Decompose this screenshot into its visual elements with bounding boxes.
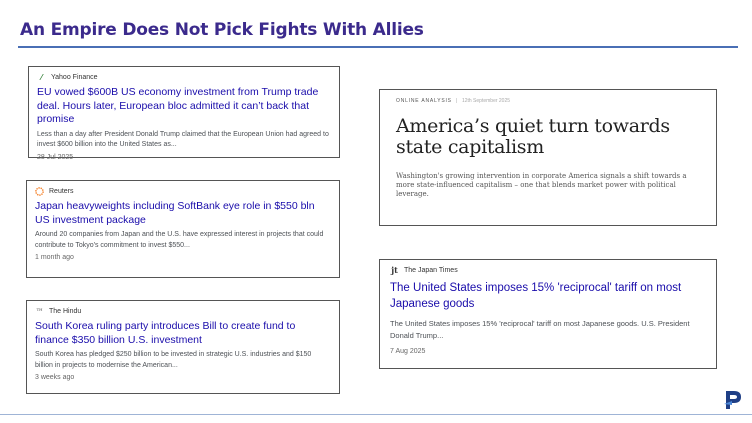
feature-subhead: Washington's growing intervention in cor…: [396, 172, 687, 198]
source-name: Reuters: [49, 188, 74, 195]
footer-divider: [0, 414, 752, 415]
source-row: ᵀᴴ The Hindu: [35, 307, 331, 316]
feature-headline[interactable]: America’s quiet turn towards state capit…: [396, 115, 670, 158]
source-name: The Japan Times: [404, 267, 458, 274]
snippet: South Korea has pledged $250 billion to …: [35, 351, 312, 369]
source-name: The Hindu: [49, 308, 82, 315]
section-label: ONLINE ANALYSIS: [396, 98, 452, 104]
headline-link[interactable]: Japan heavyweights including SoftBank ey…: [35, 200, 315, 226]
snippet: Less than a day after President Donald T…: [37, 130, 329, 149]
the-hindu-icon: ᵀᴴ: [36, 308, 43, 315]
reuters-icon: [35, 187, 44, 196]
news-card-japantimes[interactable]: jt The Japan Times The United States imp…: [379, 259, 717, 369]
news-card-reuters[interactable]: Reuters Japan heavyweights including Sof…: [26, 180, 340, 278]
yahoo-finance-icon: ⁄: [40, 73, 43, 82]
timestamp: 3 weeks ago: [35, 374, 75, 381]
headline-link[interactable]: The United States imposes 15% 'reciproca…: [390, 282, 682, 310]
title-divider: [18, 46, 738, 48]
source-row: jt The Japan Times: [390, 266, 706, 275]
company-logo-icon: [723, 389, 743, 411]
snippet: Around 20 companies from Japan and the U…: [35, 231, 324, 249]
slide-title: An Empire Does Not Pick Fights With Alli…: [20, 20, 424, 40]
source-row: ⁄ Yahoo Finance: [37, 73, 331, 82]
timestamp: 7 Aug 2025: [390, 348, 426, 355]
source-row: Reuters: [35, 187, 331, 196]
japan-times-icon: jt: [391, 265, 398, 275]
snippet: The United States imposes 15% 'reciproca…: [390, 319, 690, 340]
analysis-card[interactable]: ONLINE ANALYSIS | 12th September 2025 Amer…: [379, 89, 717, 226]
news-card-hindu[interactable]: ᵀᴴ The Hindu South Korea ruling party in…: [26, 300, 340, 394]
section-row: ONLINE ANALYSIS | 12th September 2025: [396, 98, 511, 104]
timestamp: 1 month ago: [35, 254, 74, 261]
timestamp: 28 Jul 2025: [37, 153, 74, 161]
news-card-yahoo[interactable]: ⁄ Yahoo Finance EU vowed $600B US econom…: [28, 66, 340, 161]
headline-link[interactable]: South Korea ruling party introduces Bill…: [35, 320, 296, 346]
source-name: Yahoo Finance: [51, 74, 98, 81]
headline-link[interactable]: EU vowed $600B US economy investment fro…: [37, 86, 319, 125]
publish-date: 12th September 2025: [461, 98, 511, 104]
